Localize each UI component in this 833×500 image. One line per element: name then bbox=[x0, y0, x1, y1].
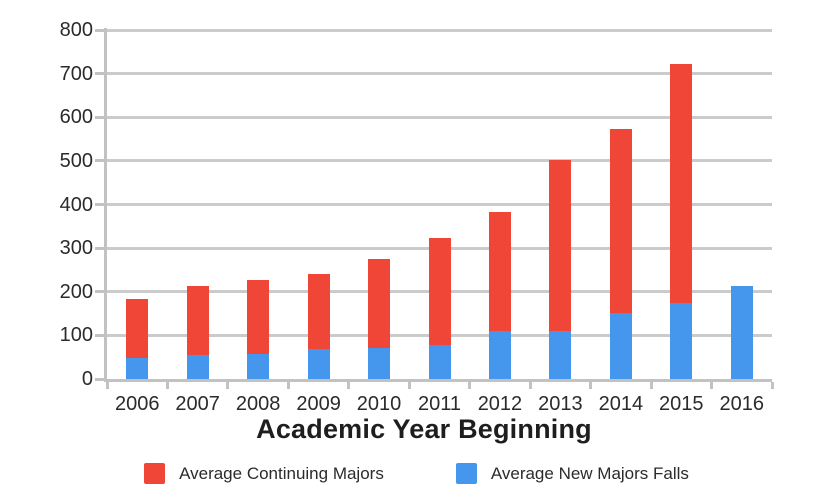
x-tick bbox=[589, 382, 593, 389]
gridline-400 bbox=[107, 203, 772, 206]
y-tick bbox=[95, 159, 104, 163]
x-tick-label: 2008 bbox=[235, 393, 281, 415]
y-tick bbox=[95, 246, 104, 250]
gridline-800 bbox=[107, 28, 772, 32]
x-axis-line bbox=[104, 379, 772, 382]
bar-segment-2006 bbox=[126, 358, 149, 379]
y-tick-label: 300 bbox=[59, 237, 93, 260]
y-tick bbox=[95, 203, 104, 206]
y-tick-label: 200 bbox=[59, 280, 93, 303]
legend: Average Continuing Majors Average New Ma… bbox=[0, 463, 833, 484]
legend-item-new-majors: Average New Majors Falls bbox=[455, 463, 689, 484]
bar-segment-2012 bbox=[488, 211, 511, 331]
y-tick-label: 700 bbox=[59, 62, 93, 85]
y-tick-label: 600 bbox=[59, 106, 93, 129]
y-tick-label: 800 bbox=[59, 19, 93, 41]
y-tick bbox=[95, 115, 104, 119]
legend-item-continuing-majors: Average Continuing Majors bbox=[144, 463, 384, 484]
x-tick bbox=[649, 382, 653, 389]
bar-segment-2013 bbox=[549, 330, 572, 379]
x-tick bbox=[286, 382, 290, 389]
bar-segment-2012 bbox=[488, 330, 511, 379]
x-tick-label: 2012 bbox=[477, 393, 523, 415]
x-tick bbox=[528, 382, 532, 389]
legend-label: Average New Majors Falls bbox=[490, 463, 689, 483]
y-tick-label: 100 bbox=[59, 324, 93, 347]
bar-segment-2010 bbox=[368, 347, 391, 379]
x-tick bbox=[226, 382, 230, 389]
y-tick bbox=[95, 72, 104, 76]
x-tick-label: 2014 bbox=[598, 393, 644, 415]
plot-area: 0 100 200 300 400 500 600 700 800 2006 2007 2008 200… bbox=[60, 19, 774, 415]
x-tick-label: 2015 bbox=[659, 393, 704, 415]
x-tick-label: 2009 bbox=[296, 393, 341, 415]
x-tick-label: 2006 bbox=[114, 393, 160, 415]
x-tick bbox=[105, 382, 109, 389]
y-tick-label: 0 bbox=[81, 368, 93, 390]
y-tick bbox=[95, 377, 104, 381]
legend-swatch-red bbox=[144, 463, 166, 484]
bar-segment-2011 bbox=[428, 238, 451, 345]
y-axis-line bbox=[104, 28, 107, 382]
legend-swatch-blue bbox=[455, 463, 477, 484]
x-tick-label: 2016 bbox=[719, 393, 765, 415]
bar-segment-2014 bbox=[609, 129, 632, 314]
x-tick-label: 2013 bbox=[538, 393, 583, 415]
x-axis-title: Academic Year Beginning bbox=[256, 414, 592, 444]
x-tick bbox=[347, 382, 351, 389]
legend-label: Average Continuing Majors bbox=[179, 463, 384, 483]
bar-segment-2006 bbox=[126, 299, 149, 359]
bar-segment-2016 bbox=[730, 286, 753, 379]
bar-segment-2013 bbox=[549, 160, 572, 331]
bar-segment-2009 bbox=[307, 274, 330, 349]
y-tick bbox=[95, 28, 104, 32]
x-tick-label: 2010 bbox=[356, 393, 402, 415]
x-tick bbox=[770, 382, 774, 389]
x-tick bbox=[407, 382, 411, 389]
gridline-600 bbox=[107, 115, 772, 119]
gridline-500 bbox=[107, 159, 772, 163]
bar-segment-2015 bbox=[670, 303, 693, 379]
bar-segment-2014 bbox=[609, 313, 632, 379]
gridline-700 bbox=[107, 72, 772, 76]
x-tick bbox=[165, 382, 169, 389]
x-tick bbox=[468, 382, 472, 389]
bar-segment-2007 bbox=[186, 285, 209, 355]
bar-segment-2011 bbox=[428, 344, 451, 379]
x-tick bbox=[710, 382, 714, 389]
y-tick-label: 400 bbox=[59, 193, 93, 216]
bar-segment-2009 bbox=[307, 348, 330, 379]
y-tick bbox=[95, 290, 104, 294]
x-tick-label: 2011 bbox=[417, 393, 461, 415]
bar-segment-2015 bbox=[670, 63, 693, 304]
y-tick-label: 500 bbox=[59, 149, 93, 172]
bar-segment-2007 bbox=[186, 354, 209, 379]
bar-segment-2008 bbox=[247, 353, 270, 379]
x-tick-label: 2007 bbox=[175, 393, 220, 415]
y-tick bbox=[95, 333, 104, 337]
bar-segment-2008 bbox=[247, 279, 270, 354]
bar-segment-2010 bbox=[368, 259, 391, 348]
